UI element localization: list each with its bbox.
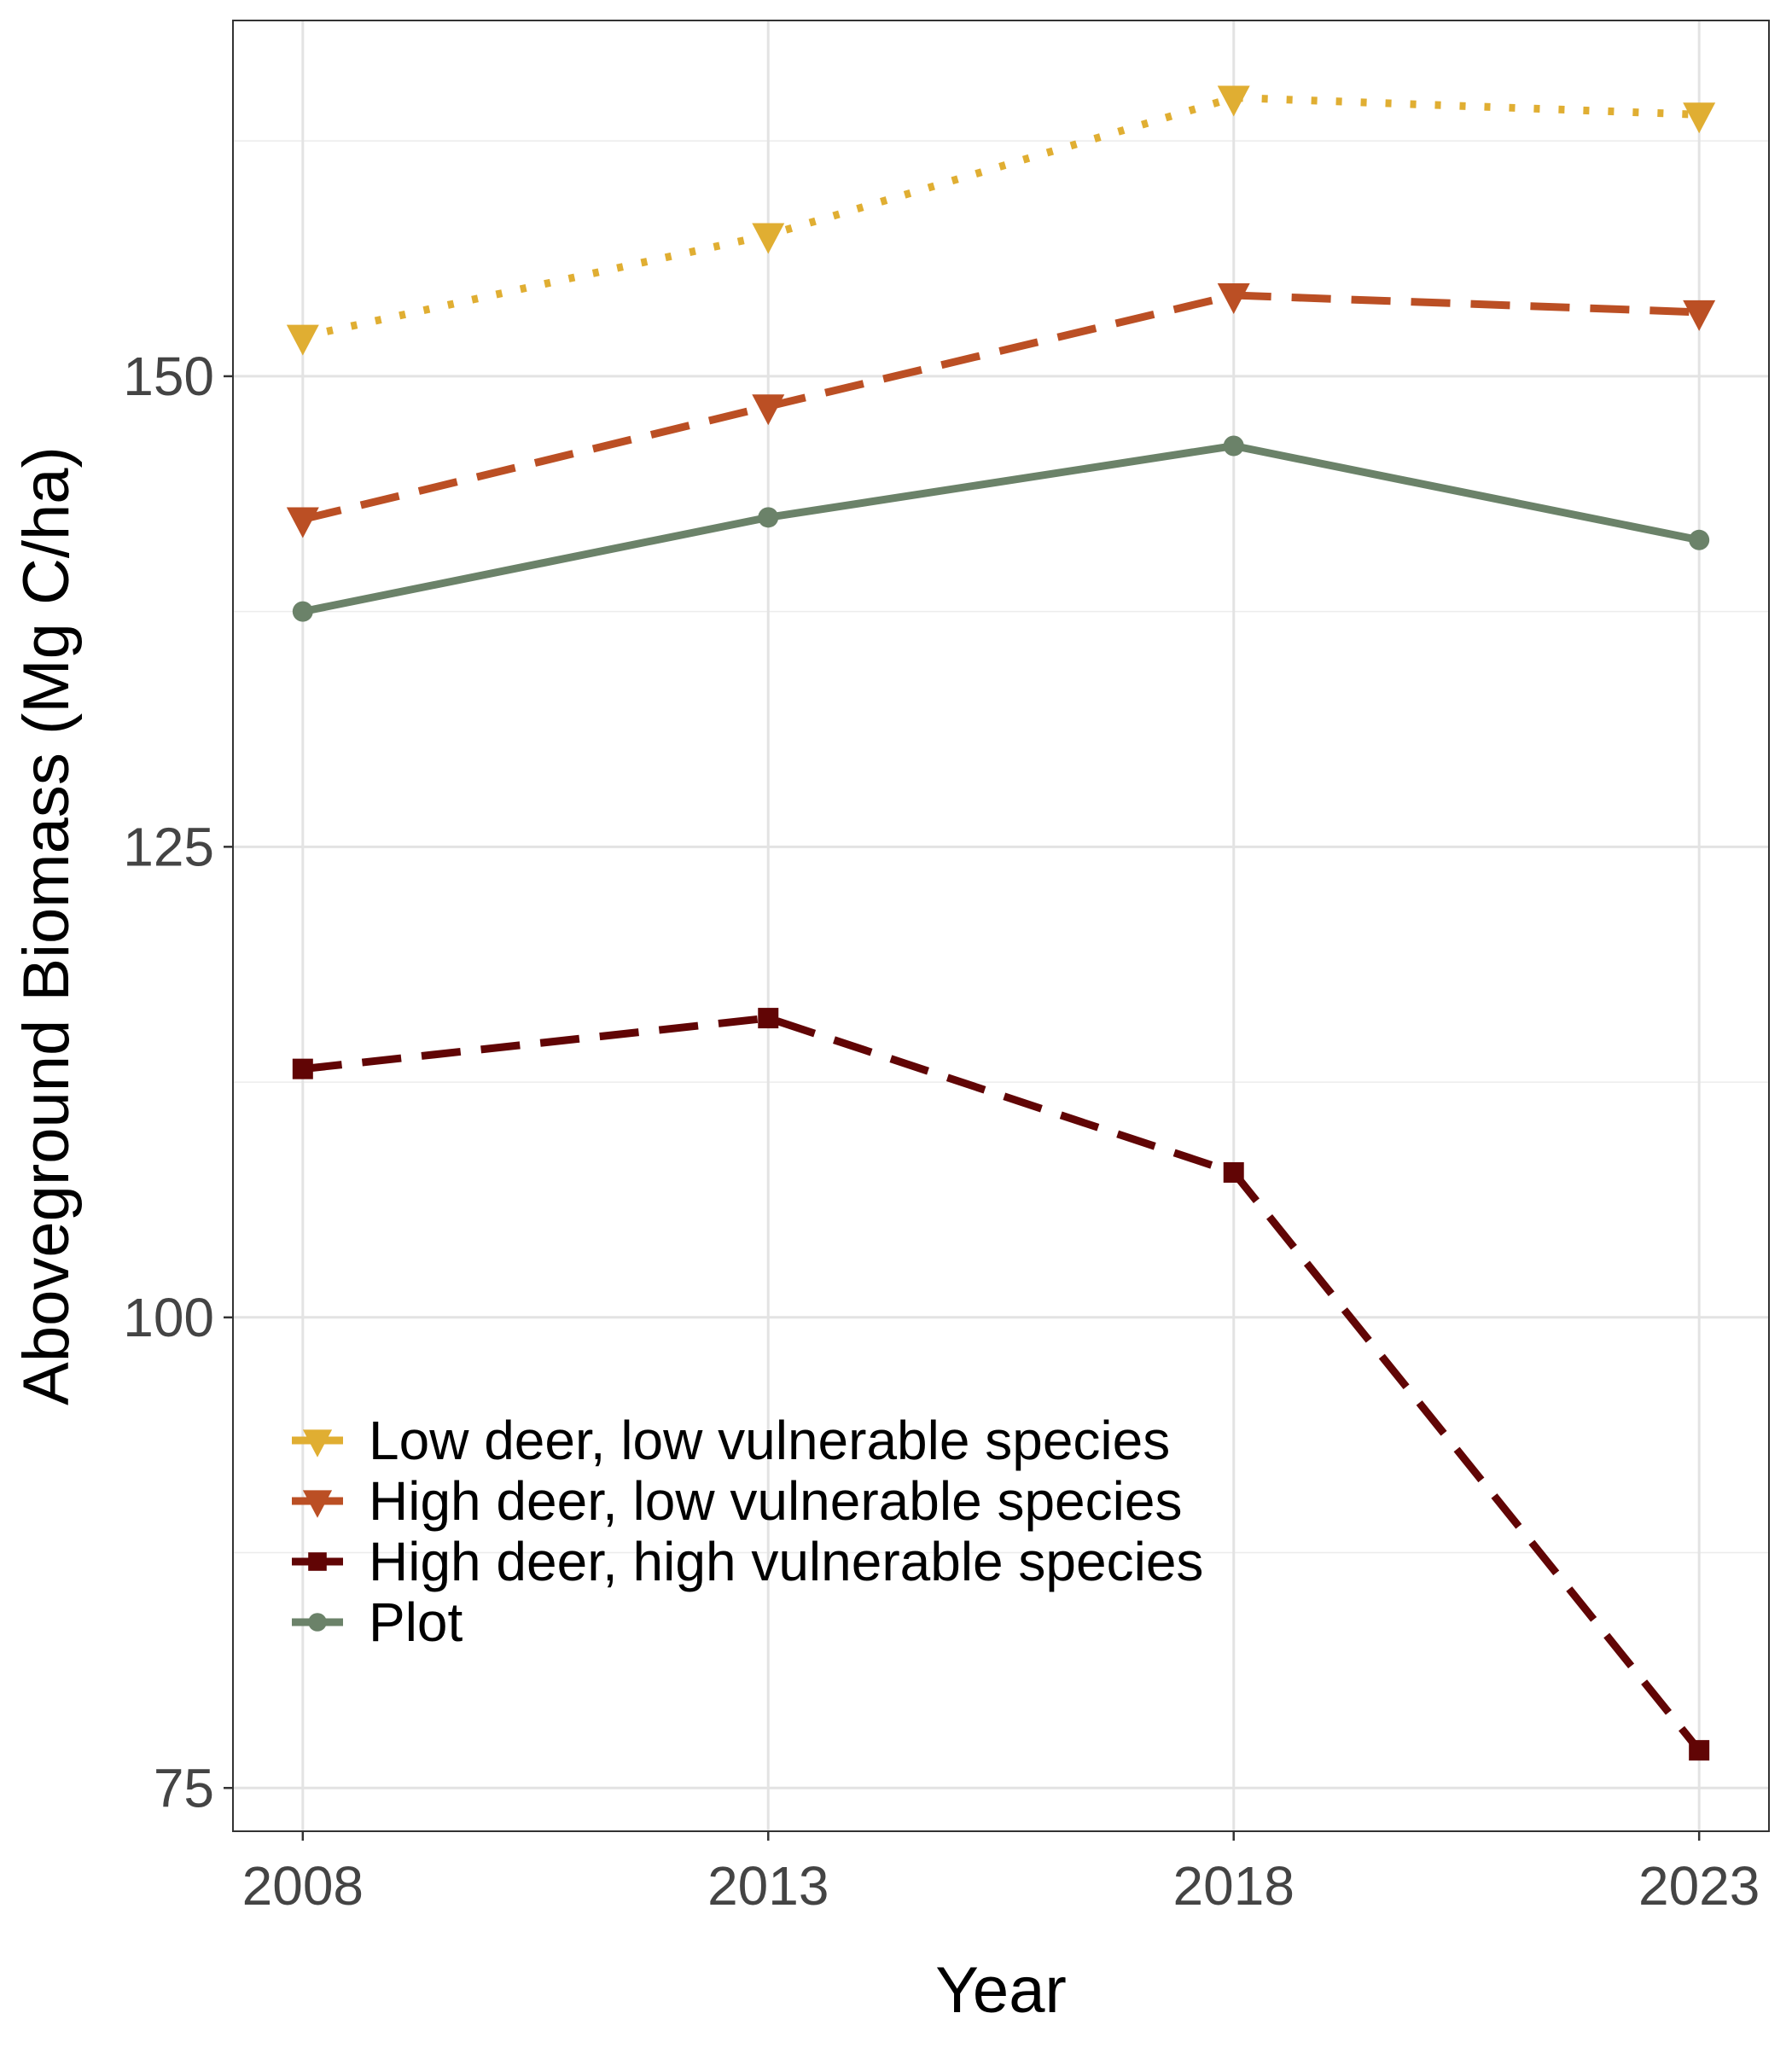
x-tick-label: 2023 bbox=[1638, 1855, 1760, 1917]
series-markers bbox=[286, 85, 1716, 1761]
y-tick-label: 125 bbox=[123, 816, 214, 877]
y-tick-label: 75 bbox=[154, 1757, 214, 1818]
legend-key-marker bbox=[308, 1613, 327, 1632]
legend-label: High deer, low vulnerable species bbox=[369, 1470, 1182, 1532]
data-point bbox=[1223, 1161, 1244, 1183]
y-tick-labels: 75 100 125 150 bbox=[123, 346, 214, 1818]
x-tick-label: 2018 bbox=[1173, 1855, 1295, 1917]
data-point bbox=[1689, 1740, 1710, 1761]
data-point bbox=[292, 1058, 313, 1079]
legend-key-marker bbox=[302, 1429, 333, 1457]
data-point bbox=[1217, 85, 1250, 117]
series-line bbox=[301, 442, 1701, 616]
x-tick-labels: 2008 2013 2018 2023 bbox=[242, 1855, 1760, 1917]
plot-frame bbox=[232, 20, 1770, 1832]
legend-key-marker bbox=[302, 1490, 333, 1518]
legend-key-marker bbox=[308, 1552, 327, 1571]
data-point bbox=[752, 223, 785, 254]
y-tick-label: 100 bbox=[123, 1287, 214, 1348]
data-point bbox=[286, 507, 319, 538]
series-line bbox=[301, 93, 1700, 340]
y-axis-title: Aboveground Biomass (Mg C/ha) bbox=[10, 446, 83, 1405]
data-point bbox=[1223, 435, 1244, 457]
x-tick-label: 2013 bbox=[707, 1855, 829, 1917]
data-point bbox=[1683, 300, 1716, 331]
x-tick-label: 2008 bbox=[242, 1855, 364, 1917]
series-line bbox=[302, 1014, 1702, 1753]
series-lines bbox=[301, 93, 1702, 1753]
series-line bbox=[301, 291, 1700, 523]
data-point bbox=[292, 601, 313, 622]
axis-ticks bbox=[224, 375, 1701, 1841]
legend-label: High deer, high vulnerable species bbox=[369, 1531, 1203, 1592]
data-point bbox=[758, 507, 779, 528]
data-point bbox=[286, 324, 319, 356]
legend-label: Low deer, low vulnerable species bbox=[369, 1410, 1170, 1471]
data-point bbox=[752, 394, 785, 426]
data-point bbox=[1683, 102, 1716, 134]
x-axis-title: Year bbox=[935, 1954, 1067, 2027]
data-point bbox=[1689, 529, 1710, 550]
data-point bbox=[1217, 283, 1250, 315]
data-point bbox=[758, 1008, 779, 1029]
y-tick-label: 150 bbox=[123, 346, 214, 407]
legend-label: Plot bbox=[369, 1591, 463, 1653]
